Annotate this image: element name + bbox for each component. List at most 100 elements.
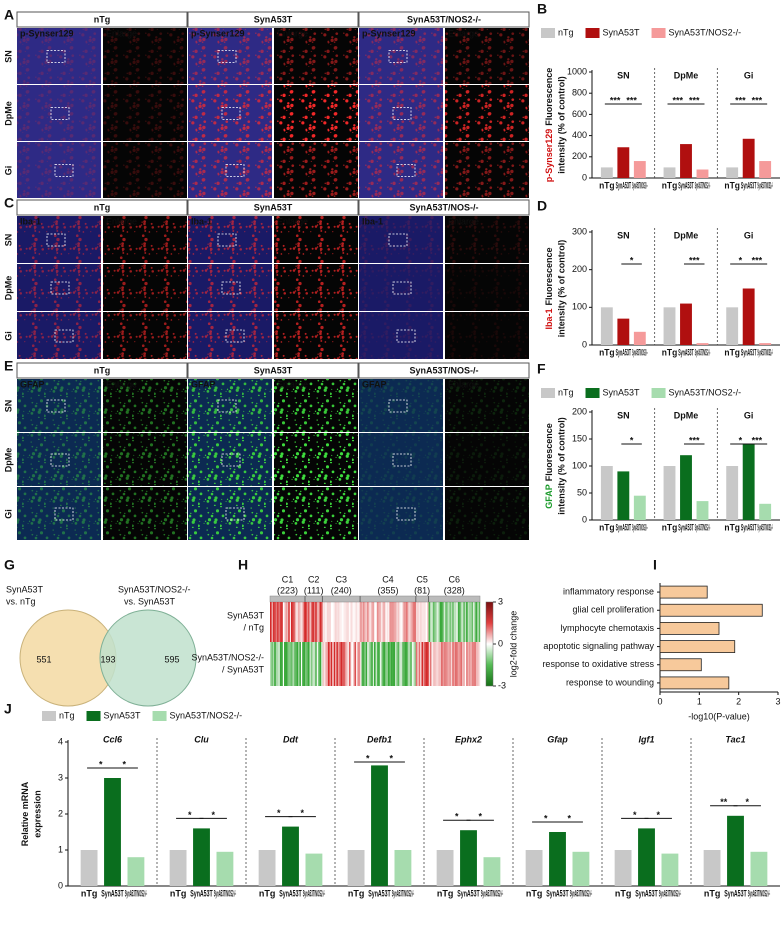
enlarge-label: Enlarge [448,379,479,389]
legend-label: nTg [59,710,75,720]
bar [759,343,772,345]
heatmap-row-label: SynA53T [227,610,265,620]
heatmap-stripe [413,642,415,686]
heatmap-stripe [441,642,443,686]
y-tick-label: 50 [577,487,587,497]
heatmap-stripe [421,642,424,686]
panel-letter: A [4,7,14,23]
heatmap-stripe [306,642,309,686]
column-header: nTg [94,202,111,212]
heatmap-stripe [315,642,317,686]
row-label: SN [3,50,13,63]
micrograph-signal [359,487,443,540]
category-label: inflammatory response [563,586,654,596]
heatmap-stripe [372,602,375,642]
bar-label: SynA53T [635,888,658,898]
heatmap-stripe [315,602,317,642]
heatmap-stripe [393,642,396,686]
cluster-count: (111) [304,585,324,595]
heatmap-stripe [432,642,435,686]
heatmap-stripe [323,642,326,686]
heatmap-stripe [360,602,362,642]
heatmap-stripe [385,642,387,686]
heatmap-stripe [421,602,424,642]
bar [726,307,739,345]
cluster-count: (81) [414,585,430,595]
stain-label: Iba-1 [191,216,212,226]
significance-label: * [630,435,634,445]
micrograph-signal [359,142,443,198]
micrograph-signal [17,142,101,198]
heatmap-stripe [477,602,479,642]
bar [696,169,709,178]
heatmap-stripe [365,602,368,642]
heatmap-stripe [305,602,307,642]
heatmap-stripe [389,602,391,642]
heatmap-stripe [326,642,329,686]
significance-label: * [630,255,634,265]
heatmap-stripe [289,602,292,642]
cluster-name: C5 [416,574,428,584]
bar-label: SynA53T [190,888,213,898]
category-label: Tac1 [725,734,745,744]
row-label: DpMe [3,276,13,301]
micrograph-signal [188,264,272,311]
bar-label: nTg [662,180,677,190]
heatmap-stripe [288,642,290,686]
venn-count: 193 [100,654,115,664]
heatmap-row-label: SynA53T/NOS2-/- [191,652,264,662]
heatmap-stripe [329,602,331,642]
heatmap-stripe [439,602,442,642]
significance-label: * [99,759,103,769]
heatmap-stripe [333,602,336,642]
enlarge-signal [274,142,358,198]
heatmap-stripe [293,642,296,686]
heatmap-stripe [438,602,440,642]
bar-label: SynA53T/NOS2-/- [632,347,647,357]
heatmap-stripe [298,602,300,642]
bar-label: nTg [615,888,632,898]
row-label-group: SN [3,50,13,63]
heatmap-stripe [351,602,354,642]
heatmap-stripe [309,642,312,686]
y-tick-label: 800 [572,88,587,98]
bar [169,850,187,886]
heatmap-stripe [310,642,313,686]
bar-label: SynA53T [741,180,757,190]
heatmap-stripe [291,642,293,686]
heatmap-stripe [333,642,336,686]
heatmap-stripe [286,602,289,642]
micrograph-signal [188,433,272,486]
heatmap-stripe [429,642,432,686]
heatmap-stripe [422,602,425,642]
heatmap-stripe [278,642,280,686]
heatmap-stripe [447,642,450,686]
legend-swatch [541,388,555,398]
heatmap-stripe [326,602,329,642]
y-label-line: intensity (% of control) [556,417,566,515]
legend-swatch [86,711,101,721]
heatmap-stripe [432,602,435,642]
heatmap-stripe [270,642,272,686]
panel-letter: E [4,358,13,374]
category-label: Gi [744,410,754,420]
row-label: Gi [3,331,13,341]
significance-label: * [122,759,126,769]
roi-box [221,281,241,295]
cluster-count: (223) [277,585,298,595]
heatmap-stripe [454,642,457,686]
heatmap-row-label: / nTg [243,622,264,632]
bar [483,857,501,886]
bar-label: SynA53T [616,347,632,357]
significance-label: * [656,810,660,820]
micrograph-signal [17,379,101,432]
roi-box [50,453,70,467]
category-label: Clu [194,734,209,744]
bar [127,857,145,886]
heatmap-stripe [292,602,294,642]
panel-letter: J [4,701,12,717]
bar [659,658,702,672]
heatmap-stripe [427,642,429,686]
y-axis-label: Iba-1 Fluorescence intensity (% of control… [544,240,566,338]
